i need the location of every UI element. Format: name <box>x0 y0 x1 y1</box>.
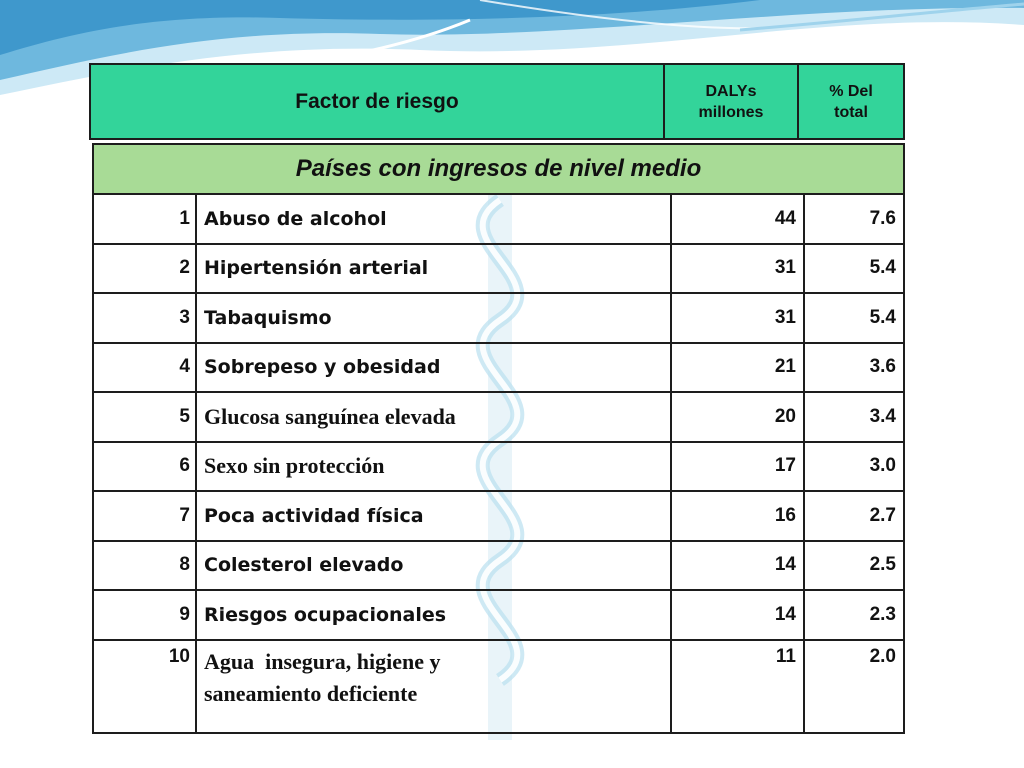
dalys-cell: 11 <box>670 638 805 734</box>
factor-line1: Agua insegura, higiene y <box>204 648 441 674</box>
header-dalys-line2: millones <box>698 103 764 121</box>
header-factor: Factor de riesgo <box>89 63 665 140</box>
factor-cell: Sexo sin protección <box>195 440 672 492</box>
table-row: 1 Abuso de alcohol 44 7.6 <box>92 193 905 245</box>
section-header-row: Países con ingresos de nivel medio <box>92 143 905 195</box>
rank-cell: 8 <box>92 539 197 591</box>
table-row: 9 Riesgos ocupacionales 14 2.3 <box>92 589 905 641</box>
rank-cell: 2 <box>92 242 197 294</box>
dalys-cell: 20 <box>670 391 805 443</box>
rank-cell: 10 <box>92 638 197 734</box>
factor-cell: Tabaquismo <box>195 292 672 344</box>
rank-cell: 3 <box>92 292 197 344</box>
section-title: Países con ingresos de nivel medio <box>92 143 905 195</box>
percent-cell: 2.0 <box>803 638 905 734</box>
percent-cell: 3.4 <box>803 391 905 443</box>
table-row: 2 Hipertensión arterial 31 5.4 <box>92 242 905 294</box>
dalys-cell: 21 <box>670 341 805 393</box>
header-percent-line2: total <box>834 103 868 121</box>
factor-line2: saneamiento deficiente <box>204 680 418 706</box>
rank-cell: 7 <box>92 490 197 542</box>
factor-cell: Abuso de alcohol <box>195 193 672 245</box>
percent-cell: 3.0 <box>803 440 905 492</box>
dalys-cell: 17 <box>670 440 805 492</box>
header-dalys-line1: DALYs <box>705 82 757 100</box>
percent-cell: 2.5 <box>803 539 905 591</box>
factor-cell: Glucosa sanguínea elevada <box>195 391 672 443</box>
factor-cell: Sobrepeso y obesidad <box>195 341 672 393</box>
percent-cell: 2.7 <box>803 490 905 542</box>
table-row: 6 Sexo sin protección 17 3.0 <box>92 440 905 492</box>
factor-cell: Poca actividad física <box>195 490 672 542</box>
column-header-table: Factor de riesgo DALYs millones % Del to… <box>89 63 905 140</box>
dalys-cell: 31 <box>670 292 805 344</box>
factor-cell: Hipertensión arterial <box>195 242 672 294</box>
header-percent-line1: % Del <box>829 82 873 100</box>
header-dalys: DALYs millones <box>663 63 799 140</box>
percent-cell: 5.4 <box>803 292 905 344</box>
percent-cell: 3.6 <box>803 341 905 393</box>
risk-factor-table: Países con ingresos de nivel medio 1 Abu… <box>92 143 905 734</box>
rank-cell: 9 <box>92 589 197 641</box>
percent-cell: 2.3 <box>803 589 905 641</box>
table-row: 10 Agua insegura, higiene y saneamiento … <box>92 638 905 734</box>
percent-cell: 5.4 <box>803 242 905 294</box>
table-row: 5 Glucosa sanguínea elevada 20 3.4 <box>92 391 905 443</box>
rank-cell: 6 <box>92 440 197 492</box>
factor-cell: Colesterol elevado <box>195 539 672 591</box>
table-row: 7 Poca actividad física 16 2.7 <box>92 490 905 542</box>
rank-cell: 5 <box>92 391 197 443</box>
rank-cell: 4 <box>92 341 197 393</box>
table-row: 8 Colesterol elevado 14 2.5 <box>92 539 905 591</box>
percent-cell: 7.6 <box>803 193 905 245</box>
factor-cell: Riesgos ocupacionales <box>195 589 672 641</box>
header-percent: % Del total <box>797 63 905 140</box>
dalys-cell: 14 <box>670 539 805 591</box>
dalys-cell: 31 <box>670 242 805 294</box>
dalys-cell: 44 <box>670 193 805 245</box>
dalys-cell: 14 <box>670 589 805 641</box>
rank-cell: 1 <box>92 193 197 245</box>
table-row: 3 Tabaquismo 31 5.4 <box>92 292 905 344</box>
factor-cell: Agua insegura, higiene y saneamiento def… <box>195 638 672 734</box>
table-row: 4 Sobrepeso y obesidad 21 3.6 <box>92 341 905 393</box>
dalys-cell: 16 <box>670 490 805 542</box>
